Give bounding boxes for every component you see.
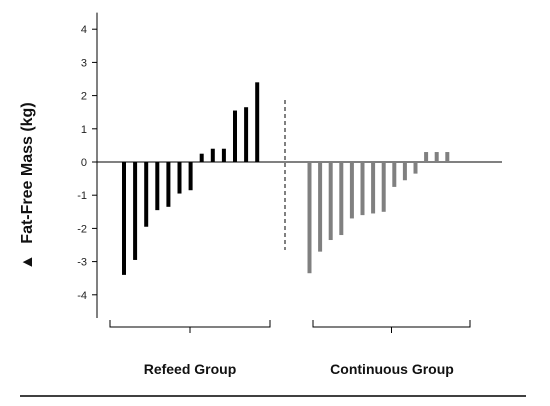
bar-refeed (233, 110, 237, 162)
y-tick-label: 4 (81, 24, 87, 36)
y-tick-label: 1 (81, 124, 87, 136)
bar-continuous (360, 162, 365, 216)
bar-continuous (424, 152, 429, 162)
y-tick-label: 0 (81, 157, 87, 169)
bar-refeed (210, 148, 215, 162)
group-label-continuous: Continuous Group (330, 361, 454, 377)
group-label-refeed: Refeed Group (144, 361, 237, 377)
y-tick-label: 2 (81, 91, 87, 103)
bar-continuous (445, 152, 450, 162)
y-tick-label: -4 (77, 290, 87, 302)
bar-continuous (402, 162, 407, 181)
bar-continuous (434, 152, 439, 162)
bar-continuous (339, 162, 344, 236)
y-axis-title: ▲ Fat-Free Mass (kg) (19, 102, 36, 270)
bar-continuous (307, 162, 312, 274)
bars (122, 82, 450, 275)
bar-continuous (349, 162, 354, 219)
bracket-continuous (312, 320, 471, 333)
bar-refeed (133, 162, 138, 260)
y-axis-marker: ▲ (19, 254, 36, 270)
bar-continuous (371, 162, 376, 214)
bracket-refeed (109, 320, 271, 333)
y-tick-label: -3 (77, 257, 87, 269)
bar-refeed (177, 162, 182, 194)
bar-refeed (221, 148, 226, 162)
bar-refeed (166, 162, 171, 207)
bar-refeed (244, 107, 249, 162)
bar-continuous (413, 162, 418, 174)
bar-continuous (328, 162, 333, 241)
y-tick-labels: -4 -3 -2 -1 0 1 2 3 4 (77, 24, 87, 302)
y-tick-label: 3 (81, 57, 87, 69)
y-axis-label: Fat-Free Mass (kg) (19, 102, 36, 243)
bar-refeed (255, 82, 260, 162)
y-axis (92, 12, 502, 319)
bar-refeed (155, 162, 160, 211)
bar-continuous (392, 162, 397, 187)
bar-refeed (199, 153, 204, 162)
bar-refeed (122, 162, 126, 275)
y-tick-label: -2 (77, 223, 87, 235)
bar-continuous (381, 162, 386, 212)
bar-refeed (144, 162, 149, 227)
y-tick-label: -1 (77, 190, 87, 202)
bar-continuous (318, 162, 323, 252)
group-brackets (109, 320, 471, 333)
bar-refeed (188, 162, 193, 191)
